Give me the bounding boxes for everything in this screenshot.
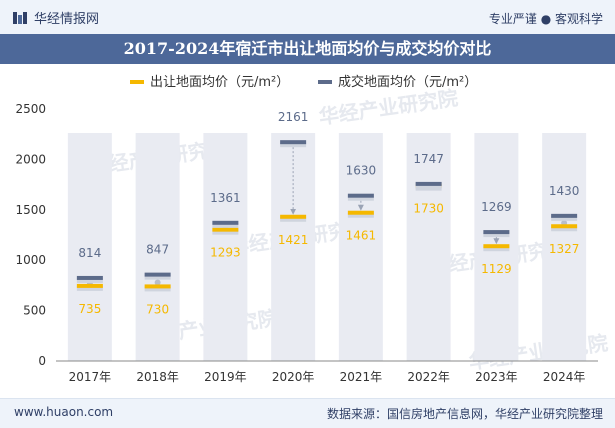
supply-data-label-1: 730 — [146, 302, 169, 316]
deal-marker-2 — [212, 220, 239, 225]
supply-marker-2-shadow — [212, 229, 239, 235]
supply-data-label-6: 1129 — [481, 262, 512, 276]
deal-data-label-7: 1430 — [549, 184, 580, 198]
chart: 华经产业研究院华经产业研究院华经产业研究院华经产业研究院华经产业研究院华经产业研… — [15, 74, 609, 384]
brand[interactable]: 华经情报网 — [12, 8, 99, 27]
supply-marker-4-shadow — [347, 212, 374, 218]
chart-title: 2017-2024年宿迁市出让地面均价与成交均价对比 — [0, 34, 615, 64]
category-band-0 — [67, 133, 112, 361]
logo-icon — [13, 11, 27, 24]
x-tick-label: 2024年 — [543, 370, 586, 384]
y-tick-label: 2000 — [15, 152, 46, 166]
deal-marker-1-shadow — [144, 274, 171, 280]
deal-data-label-5: 1747 — [413, 152, 444, 166]
footer: www.huaon.com 数据来源：国信房地产信息网，华经产业研究院整理 — [0, 398, 615, 428]
footer-source: 数据来源：国信房地产信息网，华经产业研究院整理 — [326, 407, 603, 421]
supply-marker-3-shadow — [280, 216, 307, 222]
deal-data-label-1: 847 — [146, 243, 169, 257]
y-tick-label: 1500 — [15, 203, 46, 217]
deal-marker-3-shadow — [280, 142, 307, 148]
deal-marker-7 — [551, 213, 578, 218]
footer-website[interactable]: www.huaon.com — [14, 405, 114, 419]
category-band-3 — [271, 133, 316, 361]
supply-marker-3 — [280, 214, 307, 219]
deal-marker-7-shadow — [551, 215, 578, 221]
y-tick-label: 500 — [23, 304, 46, 318]
supply-marker-7 — [551, 224, 578, 229]
supply-data-label-2: 1293 — [210, 246, 241, 260]
category-band-5 — [406, 133, 451, 361]
deal-marker-2-shadow — [212, 222, 239, 228]
supply-marker-7-shadow — [551, 226, 578, 232]
y-tick-label: 1000 — [15, 253, 46, 267]
x-tick-label: 2023年 — [475, 370, 518, 384]
category-band-4 — [338, 133, 383, 361]
y-tick-label: 0 — [38, 354, 46, 368]
x-tick-label: 2017年 — [69, 370, 112, 384]
connector-dot-1 — [154, 279, 161, 286]
deal-marker-3 — [280, 140, 307, 145]
deal-marker-4 — [347, 193, 374, 198]
category-band-1 — [135, 133, 180, 361]
slogan: 专业严谨 ● 客观科学 — [488, 12, 603, 26]
supply-marker-1-shadow — [144, 286, 171, 292]
category-band-2 — [203, 133, 248, 361]
supply-marker-6-shadow — [483, 246, 510, 252]
supply-data-label-5: 1730 — [413, 202, 444, 216]
deal-marker-0 — [76, 275, 103, 280]
deal-marker-5 — [415, 181, 442, 186]
supply-marker-0 — [76, 283, 103, 288]
x-tick-label: 2020年 — [272, 370, 315, 384]
supply-marker-2 — [212, 227, 239, 232]
legend-swatch-1 — [318, 80, 332, 84]
supply-data-label-3: 1421 — [278, 233, 309, 247]
deal-marker-6 — [483, 230, 510, 235]
supply-marker-4 — [347, 210, 374, 215]
deal-data-label-4: 1630 — [346, 164, 377, 178]
supply-marker-1 — [144, 284, 171, 289]
deal-marker-6-shadow — [483, 232, 510, 238]
deal-marker-4-shadow — [347, 195, 374, 201]
watermark-1: 华经产业研究院 — [317, 86, 459, 129]
brand-name: 华经情报网 — [34, 12, 100, 27]
deal-marker-5-shadow — [415, 183, 442, 189]
deal-marker-1 — [144, 272, 171, 277]
deal-data-label-0: 814 — [78, 246, 101, 260]
x-tick-label: 2022年 — [407, 370, 450, 384]
x-tick-label: 2021年 — [340, 370, 383, 384]
deal-data-label-2: 1361 — [210, 191, 241, 205]
category-band-7 — [542, 133, 587, 361]
x-tick-label: 2019年 — [204, 370, 247, 384]
deal-data-label-3: 2161 — [278, 110, 309, 124]
x-tick-label: 2018年 — [136, 370, 179, 384]
supply-data-label-0: 735 — [78, 302, 101, 316]
supply-marker-0-shadow — [76, 285, 103, 291]
supply-marker-6 — [483, 244, 510, 249]
supply-data-label-7: 1327 — [549, 242, 580, 256]
legend-label-1: 成交地面均价（元/m²） — [338, 74, 477, 90]
deal-data-label-6: 1269 — [481, 200, 512, 214]
legend-label-0: 出让地面均价（元/m²） — [150, 75, 289, 90]
top-bar: 华经情报网 专业严谨 ● 客观科学 — [0, 0, 615, 35]
y-tick-label: 2500 — [15, 102, 46, 116]
legend-swatch-0 — [130, 80, 144, 84]
supply-data-label-4: 1461 — [346, 229, 377, 243]
deal-marker-0-shadow — [76, 277, 103, 283]
